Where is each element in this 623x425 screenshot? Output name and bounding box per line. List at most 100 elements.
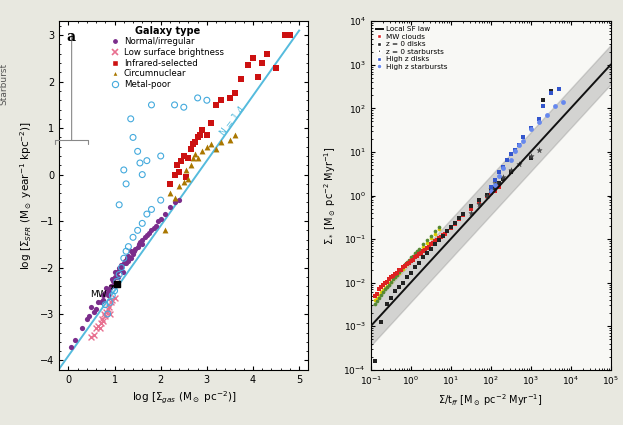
Point bbox=[98, 317, 108, 324]
Point bbox=[427, 240, 437, 247]
Point bbox=[486, 190, 496, 197]
Point bbox=[465, 205, 475, 212]
Point bbox=[110, 287, 120, 294]
Point bbox=[121, 248, 131, 255]
Point bbox=[396, 266, 406, 273]
Point bbox=[110, 295, 120, 301]
Point bbox=[202, 143, 212, 150]
Point bbox=[128, 134, 138, 141]
Point bbox=[376, 292, 386, 298]
Point bbox=[137, 171, 147, 178]
Point bbox=[211, 146, 221, 153]
Point bbox=[191, 139, 201, 145]
Point bbox=[518, 133, 528, 140]
Point bbox=[392, 269, 402, 276]
Point bbox=[374, 292, 384, 298]
Point bbox=[257, 60, 267, 66]
Point bbox=[384, 280, 394, 287]
Point bbox=[417, 254, 427, 261]
Point bbox=[372, 295, 382, 301]
Point bbox=[407, 257, 417, 264]
Point bbox=[156, 153, 166, 159]
Point bbox=[211, 102, 221, 108]
Point bbox=[96, 320, 106, 327]
Point bbox=[140, 234, 150, 241]
Point bbox=[442, 228, 452, 235]
Point bbox=[394, 267, 404, 274]
Point bbox=[434, 226, 444, 233]
Point bbox=[454, 215, 464, 221]
Point bbox=[133, 243, 143, 250]
Point bbox=[191, 150, 201, 157]
Point bbox=[397, 279, 407, 286]
Point bbox=[546, 90, 556, 96]
Point bbox=[407, 252, 417, 259]
Point bbox=[533, 116, 543, 123]
Point bbox=[110, 273, 120, 280]
Point bbox=[493, 180, 503, 187]
Point bbox=[87, 303, 97, 310]
Point bbox=[95, 325, 105, 332]
Point bbox=[97, 315, 107, 322]
Point bbox=[206, 141, 216, 148]
Point bbox=[498, 164, 508, 170]
Point bbox=[195, 132, 205, 139]
Point bbox=[426, 241, 435, 248]
Point bbox=[369, 358, 379, 365]
Point bbox=[285, 32, 295, 39]
Point bbox=[386, 278, 396, 285]
Point bbox=[105, 285, 115, 292]
Point bbox=[104, 303, 114, 310]
Point bbox=[490, 181, 500, 188]
Point bbox=[384, 281, 394, 288]
Point bbox=[87, 334, 97, 340]
Point bbox=[498, 176, 508, 182]
Point bbox=[107, 283, 117, 289]
Point bbox=[112, 278, 122, 285]
Point bbox=[123, 243, 133, 250]
Point bbox=[126, 248, 136, 255]
Point bbox=[216, 97, 226, 104]
Point bbox=[117, 264, 126, 271]
Point bbox=[490, 177, 500, 184]
Point bbox=[137, 220, 147, 227]
Point bbox=[426, 235, 435, 241]
Point bbox=[402, 261, 412, 268]
Point bbox=[510, 146, 520, 153]
Point bbox=[130, 246, 140, 252]
Point bbox=[482, 191, 492, 198]
Point bbox=[262, 51, 272, 57]
Point bbox=[434, 224, 444, 230]
Point bbox=[114, 264, 124, 271]
Point bbox=[66, 343, 76, 350]
Point bbox=[172, 162, 182, 169]
Point bbox=[104, 287, 114, 294]
Point bbox=[174, 169, 184, 176]
Point bbox=[400, 261, 410, 268]
Point bbox=[149, 225, 159, 232]
Point bbox=[432, 237, 442, 244]
Point bbox=[123, 257, 133, 264]
Point bbox=[400, 263, 410, 269]
Point bbox=[533, 119, 543, 126]
Point bbox=[156, 197, 166, 204]
Point bbox=[404, 258, 414, 265]
Point bbox=[135, 159, 145, 166]
Point bbox=[465, 203, 475, 210]
Text: MW: MW bbox=[90, 286, 113, 299]
Text: N = 1.4: N = 1.4 bbox=[218, 105, 246, 137]
Point bbox=[526, 125, 536, 131]
Point bbox=[402, 258, 412, 265]
Point bbox=[100, 290, 110, 297]
Point bbox=[378, 289, 388, 296]
Point bbox=[482, 192, 492, 199]
Point bbox=[225, 136, 235, 143]
Text: a: a bbox=[67, 30, 76, 44]
Point bbox=[169, 171, 179, 178]
Point bbox=[440, 230, 450, 237]
Point bbox=[406, 257, 416, 264]
Point bbox=[135, 238, 145, 245]
Point bbox=[183, 176, 193, 183]
Point bbox=[126, 116, 136, 122]
Point bbox=[121, 260, 131, 266]
